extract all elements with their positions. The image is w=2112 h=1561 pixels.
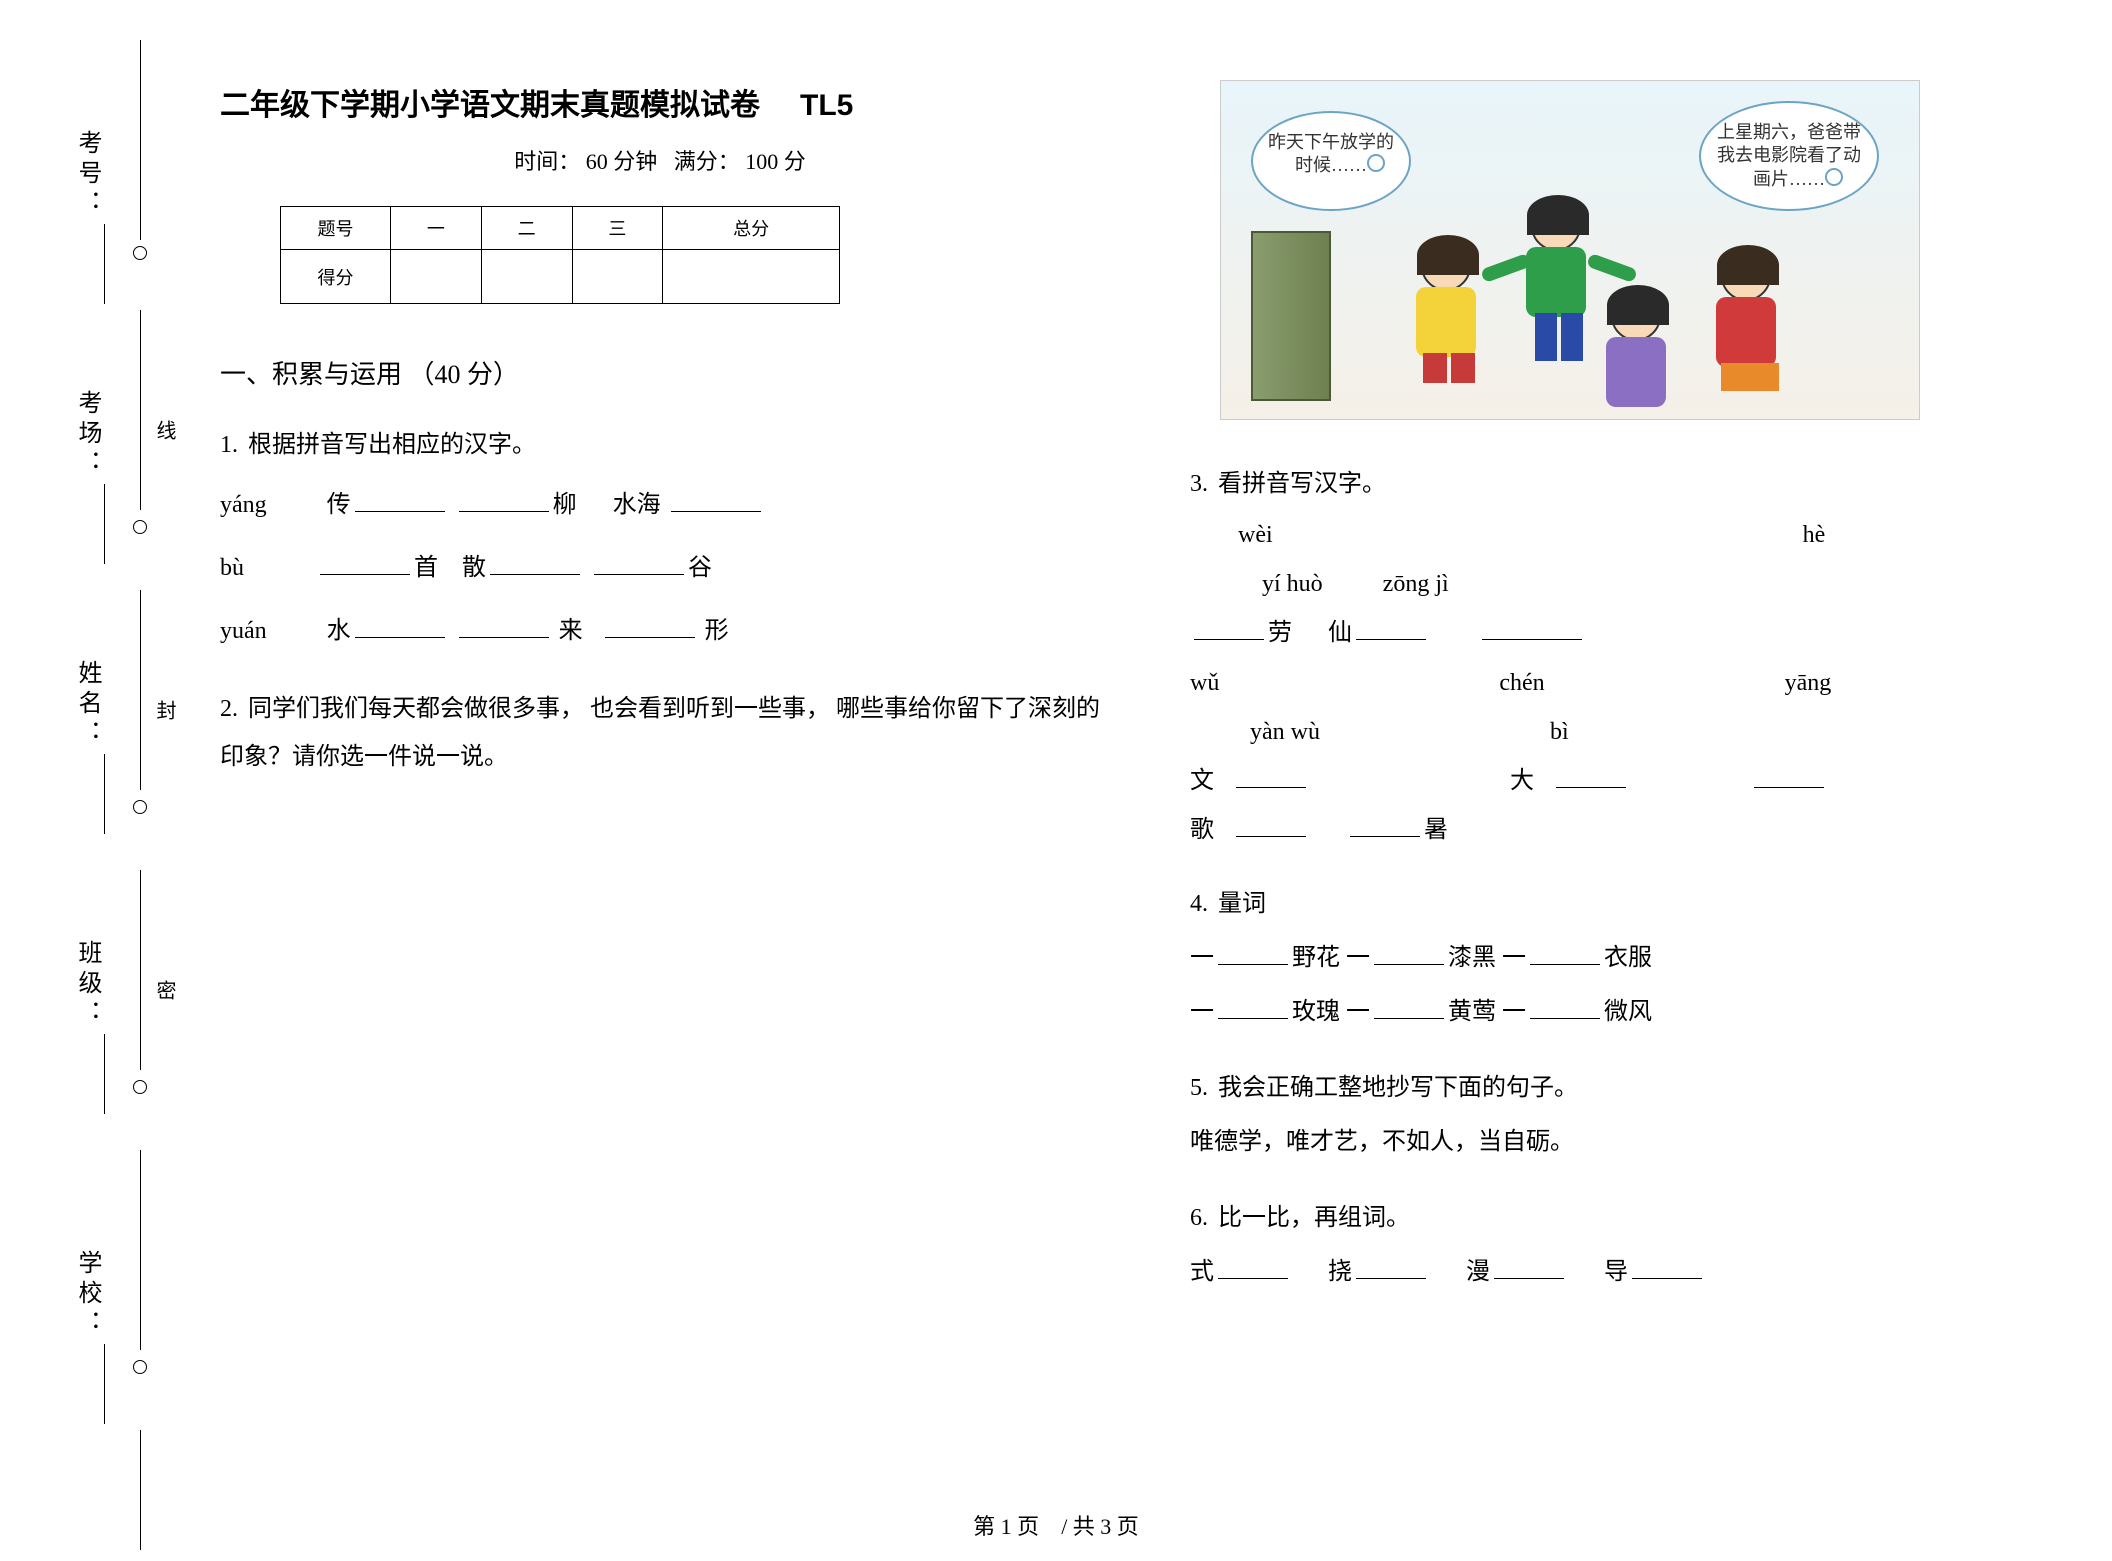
score-table-row: 得分 [281,250,840,304]
binding-char-xian: 线 [150,420,179,440]
binding-label-room: 考场： [70,390,105,568]
binding-char-feng: 封 [150,700,179,720]
exam-title: 二年级下学期小学语文期末真题模拟试卷 [220,80,760,124]
door-icon [1251,231,1331,401]
illustration: 昨天下午放学的时候…… 上星期六，爸爸带我去电影院看了动画片…… [1220,80,1920,420]
section-heading: 一、积累与运用 （40 分） [220,354,1100,391]
page-footer: 第 1 页 / 共 3 页 [0,1509,2112,1541]
question-2: 2.同学们我们每天都会做很多事， 也会看到听到一些事， 哪些事给你留下了深刻的印… [220,685,1100,781]
binding-char-mi: 密 [150,980,179,1000]
binding-label-examno: 考号： [70,130,105,308]
page-content: 二年级下学期小学语文期末真题模拟试卷 TL5 时间： 60 分钟 满分： 100… [220,80,2070,1480]
binding-label-class: 班级： [70,940,105,1118]
exam-code: TL5 [800,89,853,123]
exam-subtitle: 时间： 60 分钟 满分： 100 分 [220,144,1100,176]
question-6: 6.比一比，再组词。 式 挠 漫 导 [1190,1194,2070,1296]
question-1: 1.根据拼音写出相应的汉字。 yáng 传 柳 水海 bù 首 散 谷 yuán… [220,421,1100,657]
question-5: 5.我会正确工整地抄写下面的句子。 唯德学，唯才艺，不如人，当自砺。 [1190,1064,2070,1166]
binding-label-school: 学校： [70,1250,105,1428]
binding-margin: 考号： 考场： 姓名： 班级： 学校： 线 封 密 [0,0,180,1561]
binding-line [140,40,141,240]
kid-icon [1421,241,1471,291]
copy-sentence: 唯德学，唯才艺，不如人，当自砺。 [1190,1118,2070,1166]
speech-bubble-right: 上星期六，爸爸带我去电影院看了动画片…… [1699,101,1879,211]
score-table-header: 题号 一 二 三 总分 [281,207,840,250]
right-column: 昨天下午放学的时候…… 上星期六，爸爸带我去电影院看了动画片…… [1190,80,2070,1480]
kid-icon [1611,291,1661,341]
question-3: 3.看拼音写汉字。 wèihè yí huò zōng jì 劳 仙 wǔché… [1190,460,2070,852]
kid-icon [1531,201,1581,251]
speech-bubble-left: 昨天下午放学的时候…… [1251,111,1411,211]
kid-icon [1721,251,1771,301]
left-column: 二年级下学期小学语文期末真题模拟试卷 TL5 时间： 60 分钟 满分： 100… [220,80,1100,1480]
score-table: 题号 一 二 三 总分 得分 [280,206,840,304]
question-4: 4.量词 一野花 一漆黑 一衣服 一玫瑰 一黄莺 一微风 [1190,880,2070,1036]
binding-circle [133,246,147,260]
binding-label-name: 姓名： [70,660,105,838]
